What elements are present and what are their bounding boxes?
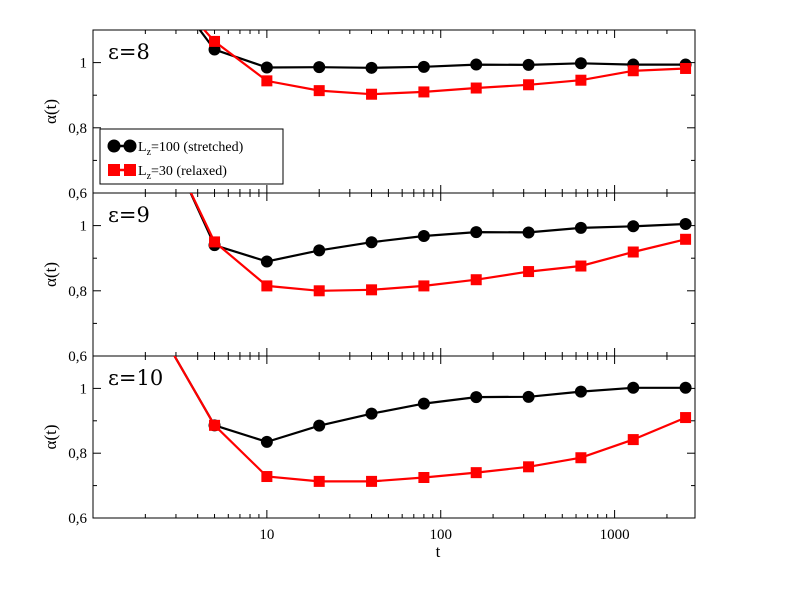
- data-point-stretched: [470, 391, 483, 404]
- data-point-stretched: [365, 407, 378, 420]
- data-point-stretched: [627, 220, 640, 233]
- data-point-relaxed: [261, 75, 273, 87]
- data-point-relaxed: [261, 280, 273, 292]
- data-point-stretched: [522, 226, 535, 239]
- series-line-stretched: [173, 356, 686, 444]
- series-line-relaxed: [173, 356, 687, 483]
- data-point-relaxed: [523, 461, 535, 473]
- data-point-relaxed: [575, 452, 587, 464]
- x-axis-label: t: [436, 542, 441, 561]
- data-point-relaxed: [627, 434, 639, 446]
- panel-1: 0,6 0,8 1 α(t) ε=8: [41, 29, 696, 202]
- legend-marker-relaxed: [108, 164, 120, 176]
- data-point-relaxed: [627, 246, 639, 258]
- data-point-stretched: [417, 230, 430, 243]
- legend-entry-relaxed: Lz=30 (relaxed): [108, 164, 227, 182]
- data-point-relaxed: [261, 471, 273, 483]
- data-point-relaxed: [470, 274, 482, 286]
- panel-label: ε=9: [108, 203, 150, 227]
- data-point-stretched: [313, 244, 326, 257]
- data-point-relaxed: [418, 472, 430, 483]
- series-line-stretched: [198, 30, 686, 69]
- legend-label-stretched: Lz=100 (stretched): [138, 140, 244, 158]
- data-point-relaxed: [313, 85, 325, 97]
- panels-layer: 0,6 0,8 1 α(t) ε=8 0,6 0,8 1 α(t) ε=9 0,6 0,8 1 α(t) ε…: [41, 29, 696, 527]
- data-point-relaxed: [627, 65, 639, 77]
- data-point-stretched: [574, 57, 587, 70]
- data-point-stretched: [260, 61, 273, 74]
- data-point-relaxed: [366, 88, 378, 100]
- y-tick-label: 1: [80, 56, 88, 72]
- data-point-stretched: [260, 435, 273, 448]
- data-point-relaxed: [523, 266, 535, 278]
- data-point-stretched: [260, 255, 273, 268]
- data-point-stretched: [522, 58, 535, 71]
- y-tick-label: 0,8: [68, 284, 87, 300]
- data-point-stretched: [313, 419, 326, 432]
- panel-frame: [92, 355, 696, 519]
- data-point-relaxed: [209, 35, 221, 47]
- legend-label-relaxed: Lz=30 (relaxed): [138, 164, 227, 182]
- data-point-relaxed: [575, 260, 587, 272]
- legend-entry-stretched: Lz=100 (stretched): [107, 139, 244, 158]
- panel-frame: [92, 192, 696, 357]
- data-point-relaxed: [575, 74, 587, 86]
- data-point-stretched: [679, 381, 692, 394]
- data-point-stretched: [365, 236, 378, 249]
- y-tick-label: 0,8: [68, 121, 87, 137]
- legend-marker-relaxed: [124, 164, 136, 176]
- panel-3: 0,6 0,8 1 α(t) ε=10: [41, 355, 696, 527]
- panel-2: 0,6 0,8 1 α(t) ε=9: [41, 192, 696, 365]
- legend: Lz=100 (stretched) Lz=30 (relaxed): [99, 128, 284, 185]
- data-point-stretched: [627, 381, 640, 394]
- data-point-relaxed: [680, 62, 692, 74]
- legend-marker-stretched: [107, 139, 121, 153]
- data-point-stretched: [522, 390, 535, 403]
- y-axis-label: α(t): [41, 99, 60, 124]
- data-point-stretched: [365, 61, 378, 74]
- panel-series: [173, 356, 692, 487]
- data-point-relaxed: [313, 285, 325, 297]
- y-tick-label: 0,6: [68, 349, 87, 365]
- data-point-stretched: [574, 385, 587, 398]
- y-tick-label: 0,8: [68, 446, 87, 462]
- x-tick-label: 10: [259, 527, 274, 543]
- data-point-relaxed: [366, 475, 378, 487]
- panel-label: ε=10: [108, 366, 163, 390]
- data-point-relaxed: [209, 419, 221, 431]
- data-point-relaxed: [366, 284, 378, 296]
- data-point-stretched: [417, 397, 430, 410]
- data-point-relaxed: [680, 233, 692, 245]
- y-axis-label: α(t): [41, 262, 60, 287]
- data-point-stretched: [313, 61, 326, 74]
- y-tick-label: 0,6: [68, 511, 87, 527]
- y-tick-label: 1: [80, 219, 88, 235]
- data-point-stretched: [470, 226, 483, 239]
- data-point-stretched: [574, 221, 587, 234]
- x-tick-label: 1000: [600, 527, 630, 543]
- x-tick-label: 100: [429, 527, 452, 543]
- data-point-relaxed: [313, 475, 325, 487]
- panel-series: [189, 193, 692, 297]
- legend-marker-stretched: [123, 139, 137, 153]
- data-point-relaxed: [680, 412, 692, 424]
- y-axis-label: α(t): [41, 425, 60, 450]
- panel-label: ε=8: [108, 40, 150, 64]
- y-tick-label: 1: [80, 381, 88, 397]
- data-point-relaxed: [209, 236, 221, 248]
- data-point-stretched: [470, 58, 483, 71]
- data-point-relaxed: [470, 82, 482, 94]
- data-point-stretched: [679, 217, 692, 230]
- data-point-relaxed: [418, 280, 430, 292]
- y-tick-label: 0,6: [68, 186, 87, 202]
- data-point-relaxed: [470, 467, 482, 479]
- panel-series: [198, 30, 692, 100]
- data-point-stretched: [417, 60, 430, 73]
- data-point-relaxed: [523, 79, 535, 91]
- data-point-relaxed: [418, 86, 430, 98]
- x-tick-labels: 10 100 1000: [259, 527, 629, 543]
